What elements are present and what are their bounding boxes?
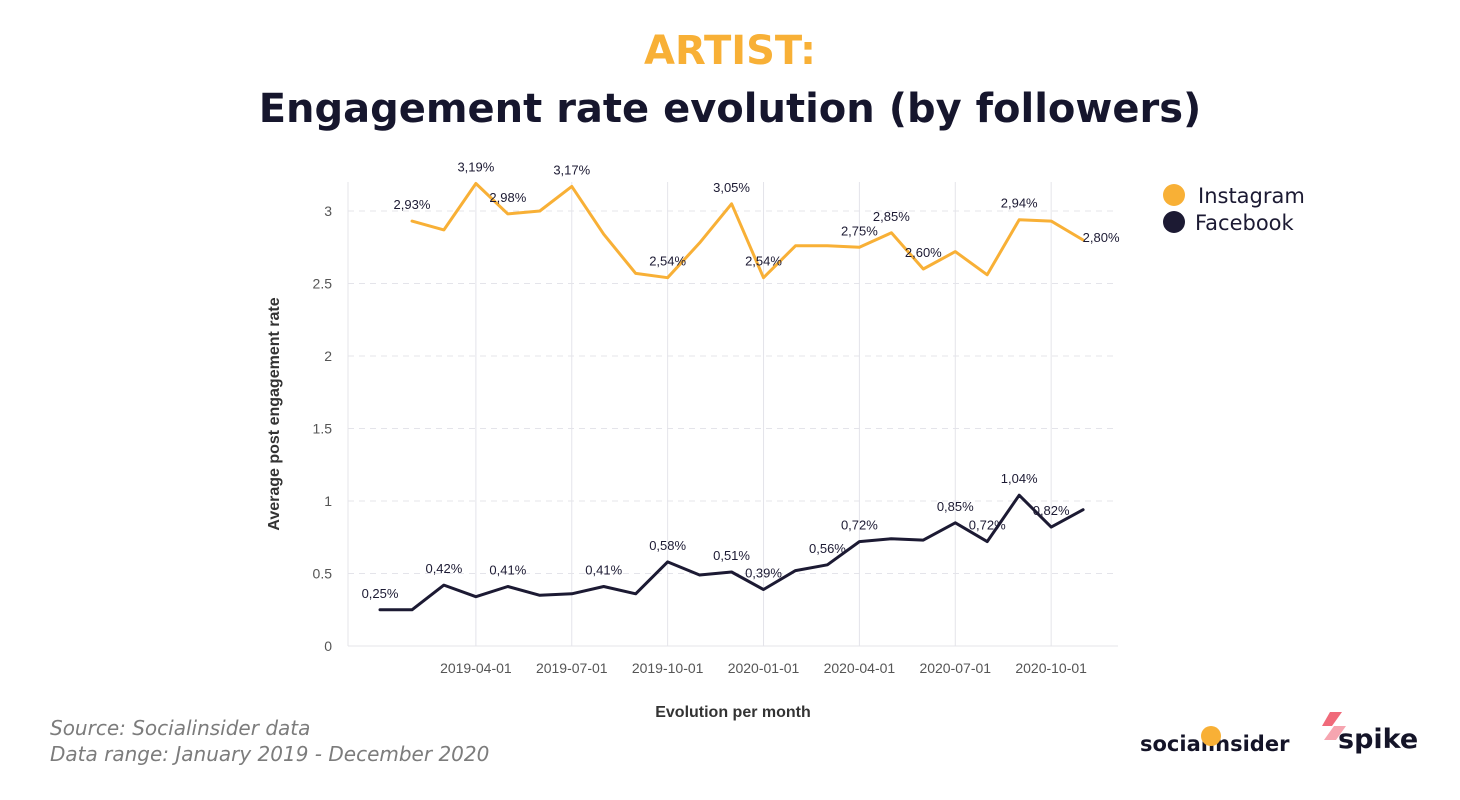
facebook-data-label: 1,04% <box>1001 471 1038 486</box>
y-tick-label: 2 <box>324 348 332 364</box>
instagram-data-label: 2,85% <box>873 209 910 224</box>
instagram-data-label: 2,54% <box>745 254 782 269</box>
instagram-data-label: 2,98% <box>489 190 526 205</box>
y-tick-label: 1 <box>324 493 332 509</box>
instagram-series-line <box>410 182 1085 280</box>
x-tick-label: 2019-10-01 <box>632 660 704 676</box>
x-tick-label: 2020-07-01 <box>919 660 991 676</box>
instagram-data-label: 3,19% <box>457 159 494 174</box>
y-tick-label: 1.5 <box>313 421 333 437</box>
facebook-data-label: 0,72% <box>969 518 1006 533</box>
legend-facebook-marker <box>1163 211 1185 233</box>
legend-facebook-label: Facebook <box>1195 211 1295 235</box>
spike-logo: spike <box>1338 724 1419 755</box>
x-tick-label: 2020-10-01 <box>1015 660 1087 676</box>
socialinsider-logo-dot-icon <box>1201 726 1221 746</box>
instagram-data-label: 3,05% <box>713 180 750 195</box>
instagram-data-label: 2,93% <box>394 197 431 212</box>
legend-instagram-label: Instagram <box>1198 184 1305 208</box>
x-axis-title: Evolution per month <box>655 704 811 721</box>
facebook-data-label: 0,58% <box>649 538 686 553</box>
facebook-data-label: 0,25% <box>362 586 399 601</box>
legend-instagram-marker <box>1163 184 1185 206</box>
facebook-data-label: 0,82% <box>1033 503 1070 518</box>
x-tick-label: 2020-01-01 <box>728 660 800 676</box>
facebook-data-label: 0,56% <box>809 541 846 556</box>
facebook-data-label: 0,41% <box>585 563 622 578</box>
facebook-series-line <box>378 493 1085 612</box>
x-tick-label: 2019-04-01 <box>440 660 512 676</box>
facebook-data-label: 0,51% <box>713 548 750 563</box>
source-note: Source: Socialinsider data <box>50 716 311 740</box>
facebook-data-label: 0,42% <box>425 561 462 576</box>
spike-logo-icon <box>1322 712 1346 740</box>
facebook-data-label: 0,72% <box>841 518 878 533</box>
facebook-data-label: 0,41% <box>489 563 526 578</box>
y-tick-label: 0 <box>324 638 332 654</box>
instagram-data-label: 3,17% <box>553 162 590 177</box>
facebook-data-label: 0,39% <box>745 565 782 580</box>
y-axis-title: Average post engagement rate <box>266 297 283 530</box>
y-tick-label: 0.5 <box>313 566 333 582</box>
data-range-note: Data range: January 2019 - December 2020 <box>50 742 490 766</box>
y-tick-label: 2.5 <box>313 276 333 292</box>
x-tick-label: 2020-04-01 <box>824 660 896 676</box>
y-tick-label: 3 <box>324 203 332 219</box>
instagram-data-label: 2,94% <box>1001 196 1038 211</box>
facebook-data-label: 0,85% <box>937 499 974 514</box>
x-tick-label: 2019-07-01 <box>536 660 608 676</box>
instagram-data-label: 2,80% <box>1083 230 1120 245</box>
chart-subtitle: Engagement rate evolution (by followers) <box>258 86 1202 132</box>
instagram-data-label: 2,54% <box>649 254 686 269</box>
instagram-data-label: 2,60% <box>905 245 942 260</box>
chart-title: ARTIST: <box>643 28 817 74</box>
instagram-data-label: 2,75% <box>841 223 878 238</box>
